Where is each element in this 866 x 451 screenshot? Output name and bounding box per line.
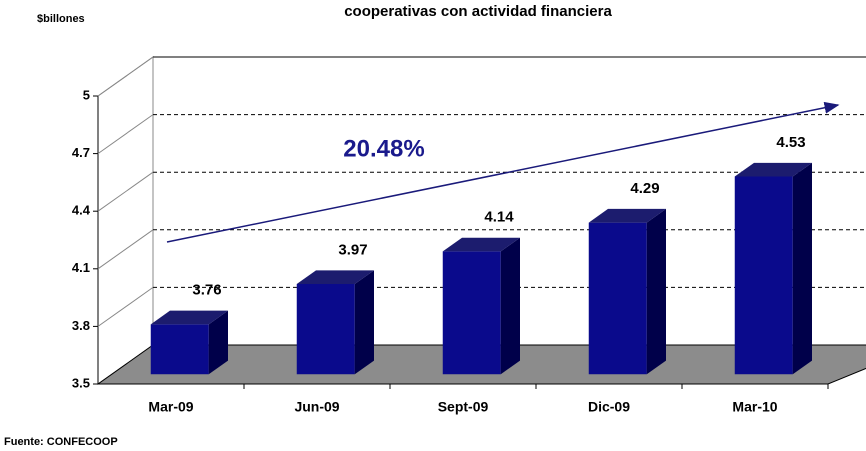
x-tick-label: Mar-10 [732, 399, 777, 415]
bar-side [646, 208, 666, 375]
bar-top [588, 208, 666, 223]
source: Fuente: CONFECOOP [4, 436, 118, 448]
bar-top [442, 237, 520, 252]
x-tick-label: Sept-09 [438, 399, 489, 415]
bar-front [588, 222, 647, 375]
bar-front [734, 176, 793, 375]
x-tick-label: Jun-09 [294, 399, 339, 415]
y-tick-label: 5 [83, 87, 90, 102]
value-label: 3.76 [192, 282, 221, 299]
bar [150, 310, 228, 375]
grid-diag [97, 229, 154, 270]
bar-side [354, 270, 374, 375]
chart-title: cooperativas con actividad financiera [344, 3, 612, 20]
y-tick-label: 3.5 [72, 375, 90, 390]
bar-top [296, 270, 374, 285]
y-axis-label: $billones [37, 13, 85, 25]
grid-diag [97, 171, 154, 212]
bar [588, 208, 666, 375]
y-tick-label: 4.4 [72, 203, 91, 218]
side-wall [97, 56, 154, 385]
bar-side [792, 162, 812, 375]
bar-front [150, 324, 209, 375]
bar [442, 237, 520, 375]
bar [734, 162, 812, 375]
y-tick-label: 4.7 [72, 145, 90, 160]
x-tick-label: Dic-09 [588, 399, 630, 415]
value-label: 4.29 [630, 180, 659, 197]
grid-diag [97, 114, 154, 155]
x-tick-label: Mar-09 [148, 399, 193, 415]
annotation: 20.48% [343, 135, 424, 162]
trend-arrow [166, 101, 840, 243]
y-tick-label: 4.1 [72, 260, 90, 275]
bar-front [442, 251, 501, 375]
bar-side [208, 310, 228, 375]
y-tick-label: 3.8 [72, 318, 90, 333]
bar-top [734, 162, 812, 177]
value-label: 4.14 [484, 209, 514, 226]
bar-front [296, 284, 355, 375]
grid-diag [97, 286, 154, 327]
bar [296, 270, 374, 375]
grid-diag [97, 56, 154, 97]
bar-top [150, 310, 228, 325]
bar-side [500, 237, 520, 375]
value-label: 3.97 [338, 241, 367, 258]
value-label: 4.53 [776, 134, 805, 151]
